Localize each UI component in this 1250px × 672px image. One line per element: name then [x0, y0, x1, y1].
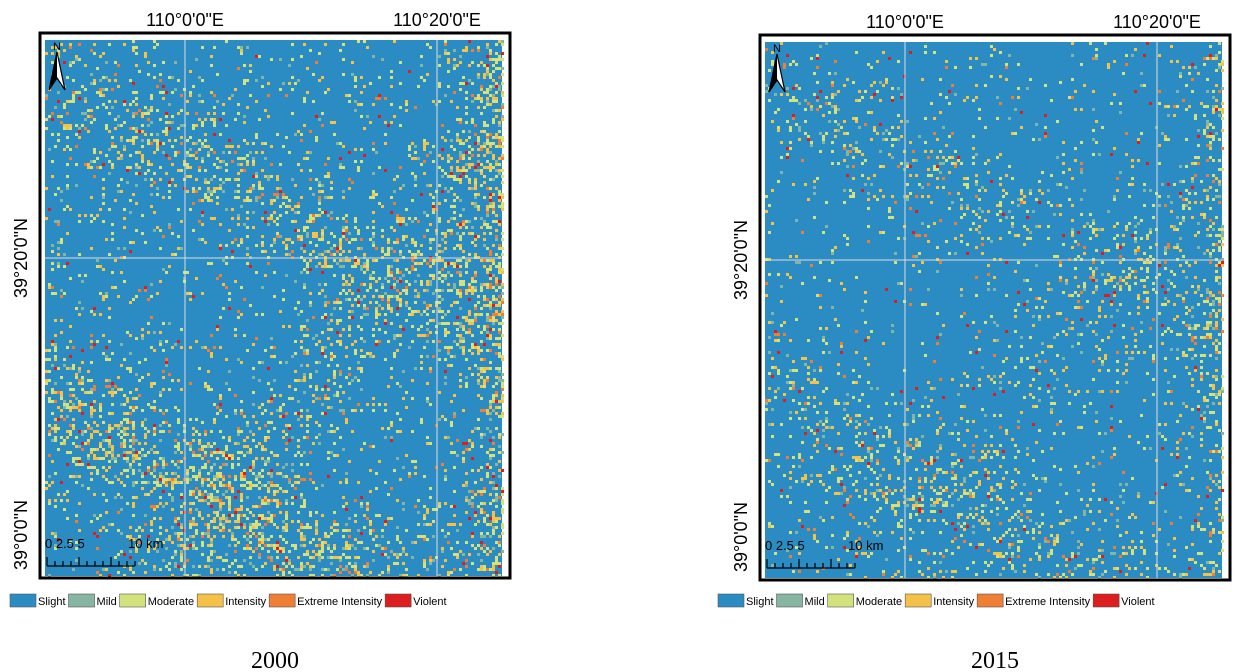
legend-label: Moderate	[856, 596, 902, 608]
north-label: N	[53, 41, 61, 53]
longitude-label: 110°0'0"E	[866, 12, 944, 32]
legend-swatch	[69, 594, 95, 607]
scale-unit: 10 km	[128, 536, 163, 551]
longitude-label: 110°20'0"E	[1113, 12, 1201, 32]
legend-label: Moderate	[148, 596, 194, 608]
legend-label: Mild	[805, 596, 825, 608]
legend-swatch	[1093, 594, 1119, 607]
legend-label: Mild	[97, 596, 117, 608]
scale-ticks: 0 2.5 5	[45, 536, 85, 551]
longitude-label: 110°0'0"E	[146, 10, 224, 30]
latitude-label: 39°0'0"N	[731, 502, 751, 572]
panel-caption: 2000	[251, 648, 299, 672]
north-label: N	[773, 43, 781, 55]
legend-swatch	[718, 594, 744, 607]
legend-swatch	[197, 594, 223, 607]
legend-label: Violent	[1121, 596, 1154, 608]
map-panel: 110°0'0"E 110°20'0"E 39°20'0"N 39°0'0"N N 0 2…	[10, 10, 510, 672]
legend-label: Slight	[38, 596, 66, 608]
legend-swatch	[385, 594, 411, 607]
scale-ticks: 0 2.5 5	[765, 538, 805, 553]
legend-swatch	[905, 594, 931, 607]
panel-caption: 2015	[971, 648, 1019, 672]
legend-label: Extreme Intensity	[1005, 596, 1090, 608]
legend-swatch	[269, 594, 295, 607]
legend-label: Slight	[746, 596, 774, 608]
legend-swatch	[10, 594, 36, 607]
longitude-label: 110°20'0"E	[393, 10, 481, 30]
figure: 110°0'0"E 110°20'0"E 39°20'0"N 39°0'0"N N 0 2…	[0, 0, 1250, 672]
latitude-label: 39°0'0"N	[11, 500, 31, 570]
latitude-label: 39°20'0"N	[731, 220, 751, 300]
map-panel: 110°0'0"E 110°20'0"E 39°20'0"N 39°0'0"N N 0 2…	[718, 12, 1230, 672]
legend-swatch	[777, 594, 803, 607]
map-background	[765, 42, 1222, 578]
legend-label: Intensity	[933, 596, 974, 608]
legend-swatch	[977, 594, 1003, 607]
scale-unit: 10 km	[848, 538, 883, 553]
legend-label: Extreme Intensity	[297, 596, 382, 608]
legend-label: Violent	[413, 596, 446, 608]
latitude-label: 39°20'0"N	[11, 218, 31, 298]
legend-swatch	[828, 594, 854, 607]
legend-label: Intensity	[225, 596, 266, 608]
legend-swatch	[120, 594, 146, 607]
